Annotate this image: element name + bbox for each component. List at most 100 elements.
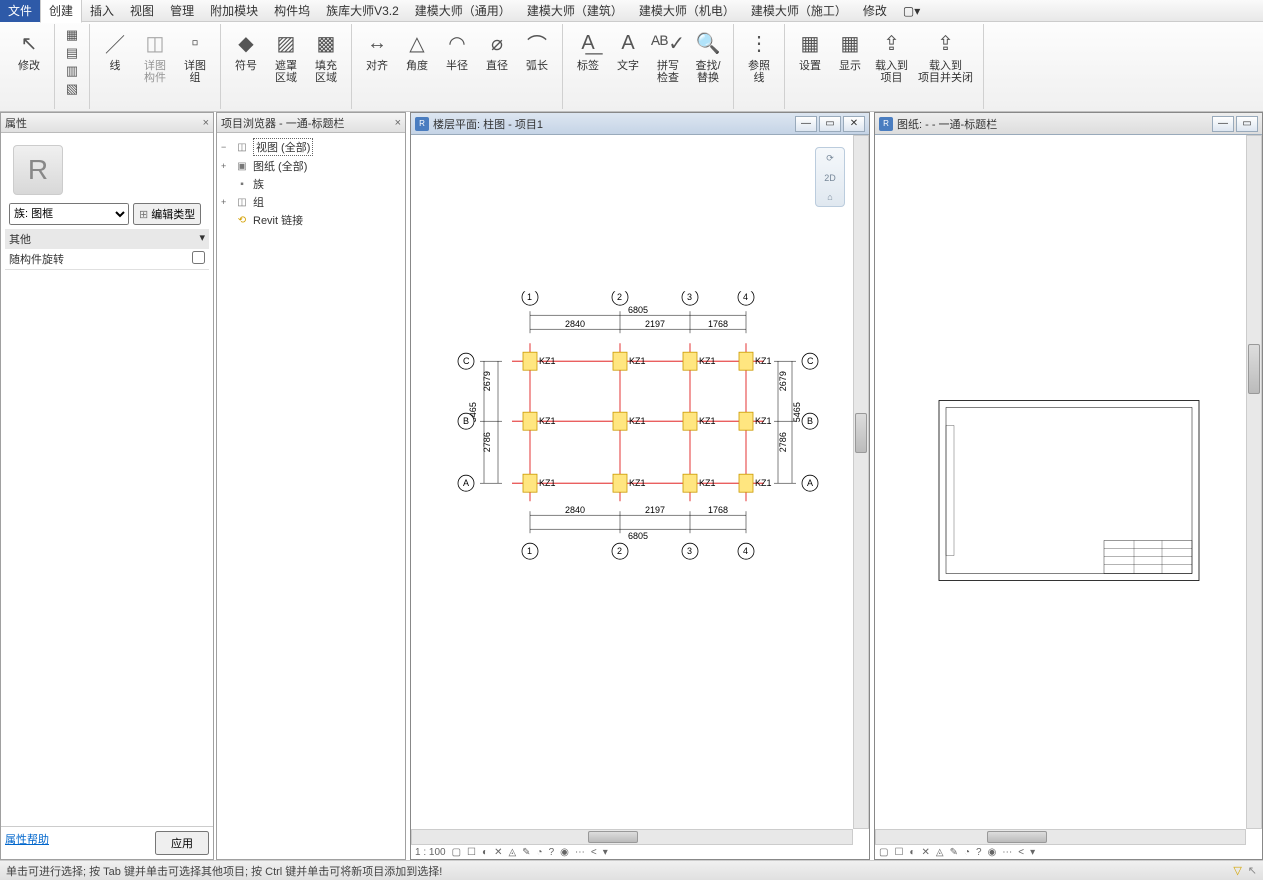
menu-tab-create[interactable]: 创建 bbox=[40, 0, 82, 23]
view-control-icon[interactable]: ▢ bbox=[879, 847, 888, 858]
select-icon[interactable]: ↖ bbox=[1248, 864, 1257, 877]
view-control-icon[interactable]: ▾ bbox=[603, 847, 608, 858]
apply-button[interactable]: 应用 bbox=[155, 831, 209, 855]
tree-expander-icon[interactable]: − bbox=[221, 142, 231, 152]
plan-view-titlebar[interactable]: R 楼层平面: 柱图 - 项目1 — ▭ ✕ bbox=[411, 113, 869, 135]
view-control-icon[interactable]: ☐ bbox=[467, 847, 476, 858]
close-icon[interactable]: ✕ bbox=[843, 116, 865, 132]
view-control-icon[interactable]: ⋯ bbox=[1002, 847, 1012, 858]
menu-tab-view[interactable]: 视图 bbox=[122, 0, 162, 22]
minimize-icon[interactable]: — bbox=[1212, 116, 1234, 132]
sheet-canvas[interactable] bbox=[875, 135, 1262, 859]
view-control-icon[interactable]: ◉ bbox=[988, 847, 997, 858]
menu-tab-zuku[interactable]: 族库大师V3.2 bbox=[318, 0, 407, 22]
ribbon-button[interactable]: ᴬᴮ✓拼写 检查 bbox=[649, 26, 687, 86]
menu-tab-insert[interactable]: 插入 bbox=[82, 0, 122, 22]
prop-checkbox-rotate[interactable] bbox=[192, 251, 205, 264]
view-control-bar[interactable]: ▢ ☐ ◐ ✕ ◬ ✎ ◔? ◉ ⋯ < ▾ bbox=[879, 845, 1035, 859]
view-control-icon[interactable]: ▢ bbox=[452, 847, 461, 858]
view-control-icon[interactable]: ✎ bbox=[950, 847, 958, 858]
view-control-icon[interactable]: ▾ bbox=[1030, 847, 1035, 858]
sheet-view-titlebar[interactable]: R 图纸: - - 一通-标题栏 — ▭ bbox=[875, 113, 1262, 135]
ribbon-label: 遮罩 区域 bbox=[275, 60, 297, 84]
family-type-select[interactable]: 族: 图框 bbox=[9, 203, 129, 225]
properties-help-link[interactable]: 属性帮助 bbox=[5, 831, 49, 855]
horizontal-scrollbar[interactable] bbox=[875, 829, 1246, 845]
view-control-icon[interactable]: ☐ bbox=[894, 847, 903, 858]
ribbon-button[interactable]: ▧ bbox=[61, 80, 83, 98]
ribbon-button[interactable]: △角度 bbox=[398, 26, 436, 74]
view-control-icon[interactable]: ✎ bbox=[522, 847, 530, 858]
menu-tab-modify[interactable]: 修改 bbox=[855, 0, 895, 22]
ribbon-button[interactable]: ⇪载入到 项目并关闭 bbox=[914, 26, 977, 86]
menu-tab-jm-general[interactable]: 建模大师（通用） bbox=[407, 0, 519, 22]
tree-item[interactable]: −◫视图 (全部) bbox=[221, 137, 401, 157]
ribbon-button[interactable]: 🔍查找/ 替换 bbox=[689, 26, 727, 86]
tree-item[interactable]: +▣图纸 (全部) bbox=[221, 157, 401, 175]
plan-canvas[interactable]: ⟳2D⌂ 68052840219717682840219717686805546… bbox=[411, 135, 869, 859]
ribbon-button[interactable]: ◠半径 bbox=[438, 26, 476, 74]
ribbon-button[interactable]: ▦显示 bbox=[831, 26, 869, 86]
menu-tab-jm-constr[interactable]: 建模大师（施工） bbox=[743, 0, 855, 22]
ribbon-button[interactable]: ▤ bbox=[61, 44, 83, 62]
scale-label[interactable]: 1 : 100 bbox=[415, 847, 446, 858]
filter-icon[interactable]: ▽ bbox=[1233, 864, 1241, 877]
menu-tab-goujianwu[interactable]: 构件坞 bbox=[266, 0, 318, 22]
ribbon-button[interactable]: ▩填充 区域 bbox=[307, 26, 345, 86]
vertical-scrollbar[interactable] bbox=[853, 135, 869, 829]
tree-expander-icon[interactable]: + bbox=[221, 161, 231, 171]
menu-tab-jm-mep[interactable]: 建模大师（机电） bbox=[631, 0, 743, 22]
steering-wheel-icon[interactable]: ⌂ bbox=[827, 192, 832, 202]
close-icon[interactable]: × bbox=[395, 117, 401, 129]
ribbon-button[interactable]: ▦设置 bbox=[791, 26, 829, 86]
ribbon-button[interactable]: ◆符号 bbox=[227, 26, 265, 86]
ribbon-button[interactable]: ▨遮罩 区域 bbox=[267, 26, 305, 86]
menu-tab-manage[interactable]: 管理 bbox=[162, 0, 202, 22]
ribbon-button[interactable]: A文字 bbox=[609, 26, 647, 86]
view-control-bar[interactable]: 1 : 100 ▢ ☐ ◐ ✕ ◬ ✎ ◔? ◉ ⋯ < ▾ bbox=[415, 845, 608, 859]
ribbon-button[interactable]: ⌀直径 bbox=[478, 26, 516, 74]
restore-icon[interactable]: ▭ bbox=[819, 116, 841, 132]
view-control-icon[interactable]: ◔ bbox=[964, 847, 970, 858]
tree-item[interactable]: +◫组 bbox=[221, 193, 401, 211]
ribbon-button[interactable]: ↖修改 bbox=[10, 26, 48, 74]
tree-item[interactable]: ▪族 bbox=[221, 175, 401, 193]
view-control-icon[interactable]: ◉ bbox=[560, 847, 569, 858]
tree-expander-icon[interactable]: + bbox=[221, 197, 231, 207]
menu-tab-jm-arch[interactable]: 建模大师（建筑） bbox=[519, 0, 631, 22]
vertical-scrollbar[interactable] bbox=[1246, 135, 1262, 829]
ribbon-button[interactable]: ／线 bbox=[96, 26, 134, 86]
file-tab[interactable]: 文件 bbox=[0, 0, 40, 22]
restore-icon[interactable]: ▭ bbox=[1236, 116, 1258, 132]
view-control-icon[interactable]: ⋯ bbox=[575, 847, 585, 858]
tree-item[interactable]: ⟲Revit 链接 bbox=[221, 211, 401, 229]
ribbon-button[interactable]: ⌒弧长 bbox=[518, 26, 556, 74]
close-icon[interactable]: × bbox=[203, 117, 209, 129]
ribbon-button[interactable]: ⋮参照 线 bbox=[740, 26, 778, 86]
ribbon-button[interactable]: A͟标签 bbox=[569, 26, 607, 86]
menu-tab-addins[interactable]: 附加模块 bbox=[202, 0, 266, 22]
view-control-icon[interactable]: ◬ bbox=[508, 847, 516, 858]
view-control-icon[interactable]: ◐ bbox=[482, 847, 488, 858]
view-control-icon[interactable]: < bbox=[591, 847, 597, 858]
view-control-icon[interactable]: ◔ bbox=[537, 847, 543, 858]
ribbon-button[interactable]: ◫详图 构件 bbox=[136, 26, 174, 86]
view-control-icon[interactable]: ◐ bbox=[909, 847, 915, 858]
ribbon-button[interactable]: ▥ bbox=[61, 62, 83, 80]
view-control-icon[interactable]: ? bbox=[976, 847, 982, 858]
minimize-icon[interactable]: — bbox=[795, 116, 817, 132]
view-control-icon[interactable]: ✕ bbox=[494, 847, 502, 858]
ribbon-button[interactable]: ▦ bbox=[61, 26, 83, 44]
horizontal-scrollbar[interactable] bbox=[411, 829, 853, 845]
view-control-icon[interactable]: ? bbox=[549, 847, 555, 858]
view-control-icon[interactable]: ◬ bbox=[936, 847, 944, 858]
ribbon-button[interactable]: ⇪载入到 项目 bbox=[871, 26, 912, 86]
ribbon-label: 详图 构件 bbox=[144, 60, 166, 84]
view-control-icon[interactable]: ✕ bbox=[921, 847, 929, 858]
ribbon-button[interactable]: ↔对齐 bbox=[358, 26, 396, 74]
ribbon-button[interactable]: ▫详图 组 bbox=[176, 26, 214, 86]
view-control-icon[interactable]: < bbox=[1018, 847, 1024, 858]
menu-tab-context[interactable]: ▢▾ bbox=[895, 1, 928, 21]
view-cube[interactable]: ⟳2D⌂ bbox=[815, 147, 845, 207]
edit-type-button[interactable]: ⊞ 编辑类型 bbox=[133, 203, 201, 225]
